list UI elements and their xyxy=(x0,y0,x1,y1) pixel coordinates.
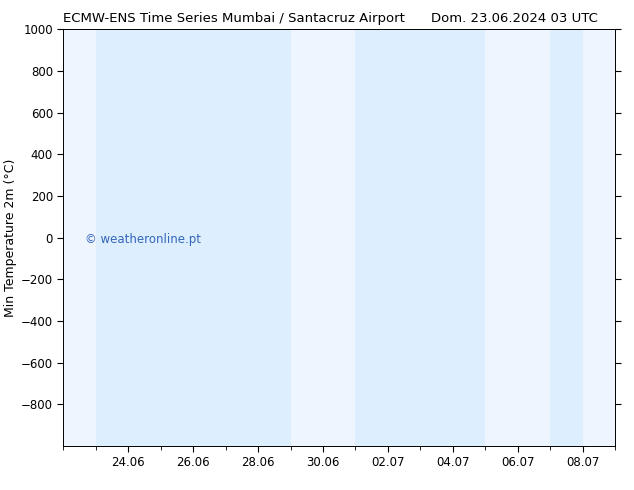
Bar xyxy=(63,29,96,446)
Bar xyxy=(485,29,550,446)
Text: © weatheronline.pt: © weatheronline.pt xyxy=(86,233,202,246)
Bar xyxy=(583,29,615,446)
Text: ECMW-ENS Time Series Mumbai / Santacruz Airport: ECMW-ENS Time Series Mumbai / Santacruz … xyxy=(63,12,405,25)
Y-axis label: Min Temperature 2m (°C): Min Temperature 2m (°C) xyxy=(4,158,16,317)
Text: Dom. 23.06.2024 03 UTC: Dom. 23.06.2024 03 UTC xyxy=(431,12,598,25)
Bar xyxy=(290,29,356,446)
